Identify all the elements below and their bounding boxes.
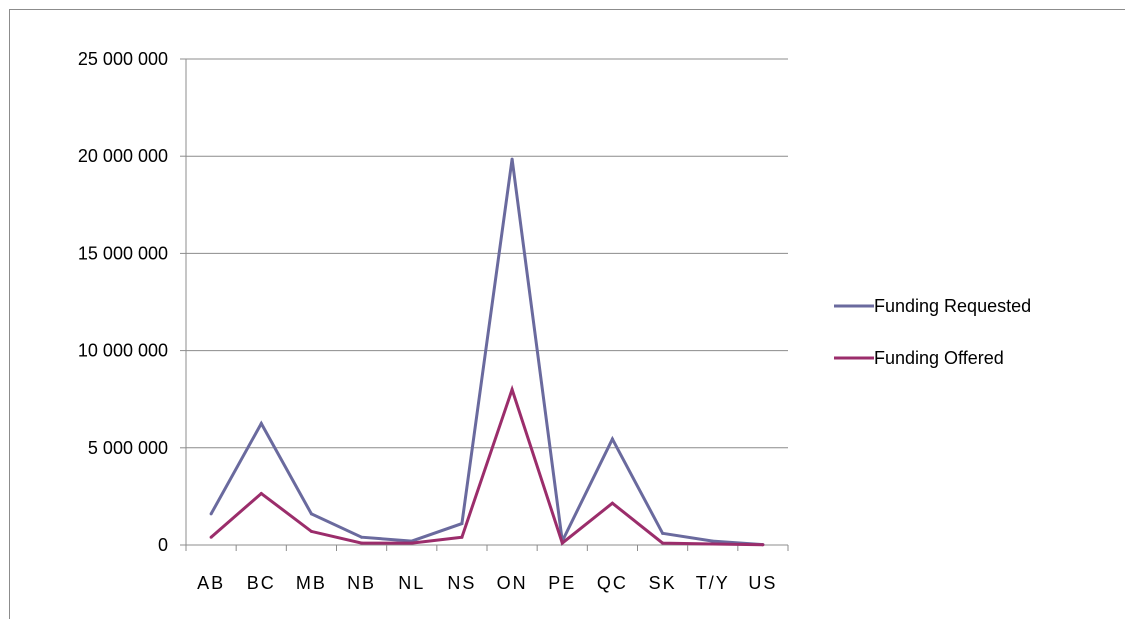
y-tick-label: 10 000 000 xyxy=(78,341,168,361)
y-axis-tick-labels: 0 5 000 000 10 000 000 15 000 000 20 000 000… xyxy=(78,49,168,555)
series-lines xyxy=(209,157,765,547)
data-point xyxy=(309,529,313,533)
data-point xyxy=(259,491,263,495)
axes xyxy=(180,58,789,551)
data-point xyxy=(410,541,414,545)
data-point xyxy=(661,531,665,535)
x-tick-label: T/Y xyxy=(696,573,730,593)
x-tick-label: SK xyxy=(649,573,677,593)
y-tick-label: 20 000 000 xyxy=(78,146,168,166)
x-tick-label: AB xyxy=(197,573,225,593)
data-point xyxy=(510,387,514,391)
series-line xyxy=(210,384,763,547)
data-point xyxy=(209,535,213,539)
data-point xyxy=(610,501,614,505)
legend-label: Funding Offered xyxy=(874,348,1004,368)
x-tick-label: PE xyxy=(548,573,576,593)
x-tick-label: NL xyxy=(398,573,425,593)
data-point xyxy=(610,437,614,441)
x-tick-label: BC xyxy=(247,573,276,593)
data-point xyxy=(510,157,514,161)
x-tick-label: MB xyxy=(296,573,327,593)
y-tick-label: 0 xyxy=(158,535,168,555)
series-line xyxy=(209,158,764,547)
y-tick-label: 5 000 000 xyxy=(88,438,168,458)
data-point xyxy=(360,535,364,539)
y-tick-label: 25 000 000 xyxy=(78,49,168,69)
gridlines xyxy=(186,58,788,449)
y-tick-label: 15 000 000 xyxy=(78,243,168,263)
chart-frame xyxy=(9,9,1125,619)
data-point xyxy=(711,542,715,546)
data-point xyxy=(309,512,313,516)
data-point xyxy=(209,512,213,516)
data-point xyxy=(560,541,564,545)
x-tick-label: NS xyxy=(447,573,476,593)
x-tick-label: US xyxy=(748,573,777,593)
data-point xyxy=(259,422,263,425)
data-point xyxy=(460,522,464,526)
data-point xyxy=(460,535,464,539)
x-tick-label: ON xyxy=(497,573,528,593)
legend: Funding Requested Funding Offered xyxy=(834,296,1031,368)
x-tick-label: QC xyxy=(597,573,628,593)
data-point xyxy=(661,541,665,545)
x-tick-label: NB xyxy=(347,573,376,593)
x-axis-tick-labels: AB BC MB NB NL NS ON PE QC SK T/Y US xyxy=(197,573,777,593)
data-point xyxy=(360,541,364,545)
data-point xyxy=(711,539,715,543)
legend-label: Funding Requested xyxy=(874,296,1031,316)
data-point xyxy=(761,543,765,547)
